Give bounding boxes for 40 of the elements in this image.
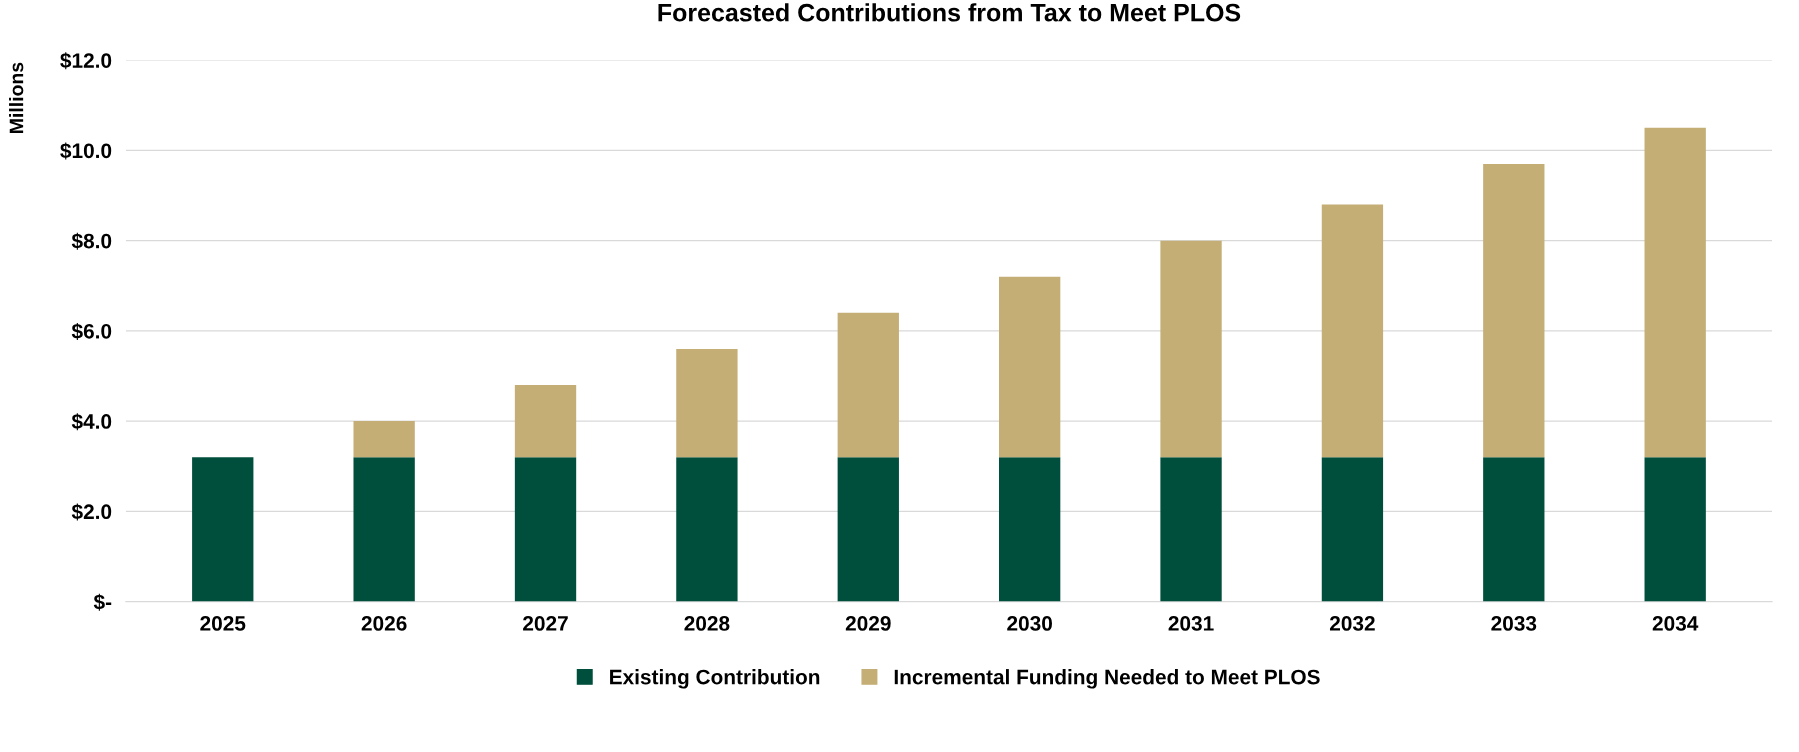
legend-label: Incremental Funding Needed to Meet PLOS xyxy=(894,669,1320,689)
bar xyxy=(999,457,1061,602)
y-tick-label: $6.0 xyxy=(71,322,112,340)
x-tick-label: 2025 xyxy=(200,616,246,631)
y-tick-label: $2.0 xyxy=(71,503,112,521)
x-tick-label: 2034 xyxy=(1652,616,1699,631)
bar xyxy=(1160,240,1222,458)
bar xyxy=(837,457,899,602)
x-tick-label: 2028 xyxy=(684,616,730,631)
x-tick-label: 2029 xyxy=(845,616,891,631)
x-tick-label: 2031 xyxy=(1168,616,1214,631)
bar xyxy=(676,348,738,458)
bar xyxy=(514,457,577,602)
bar xyxy=(1483,457,1545,602)
bar xyxy=(514,385,577,458)
y-tick-label: $8.0 xyxy=(71,232,112,250)
y-tick-label: $4.0 xyxy=(71,413,112,431)
bar xyxy=(1644,457,1706,602)
bar xyxy=(192,457,254,602)
bar xyxy=(676,457,738,602)
y-tick-label: $12.0 xyxy=(60,52,112,70)
x-tick-label: 2033 xyxy=(1491,616,1537,631)
x-tick-label: 2026 xyxy=(361,616,407,631)
x-tick-label: 2032 xyxy=(1329,616,1375,631)
y-tick-label: $- xyxy=(93,593,112,611)
y-tick-label: $10.0 xyxy=(60,142,112,160)
bar xyxy=(353,457,415,602)
x-tick-label: 2027 xyxy=(523,616,568,631)
bar xyxy=(1644,127,1706,458)
bar xyxy=(1160,457,1222,602)
bar xyxy=(837,312,899,458)
legend-label: Existing Contribution xyxy=(610,669,820,689)
bar xyxy=(1483,163,1545,458)
bar xyxy=(353,421,415,458)
bar xyxy=(1321,457,1384,602)
x-tick-label: 2030 xyxy=(1007,616,1052,631)
y-axis-title: Millions xyxy=(9,62,24,133)
bar xyxy=(999,276,1061,458)
bar xyxy=(1321,204,1384,458)
chart-title: Forecasted Contributions from Tax to Meet PLOS xyxy=(658,3,1241,22)
